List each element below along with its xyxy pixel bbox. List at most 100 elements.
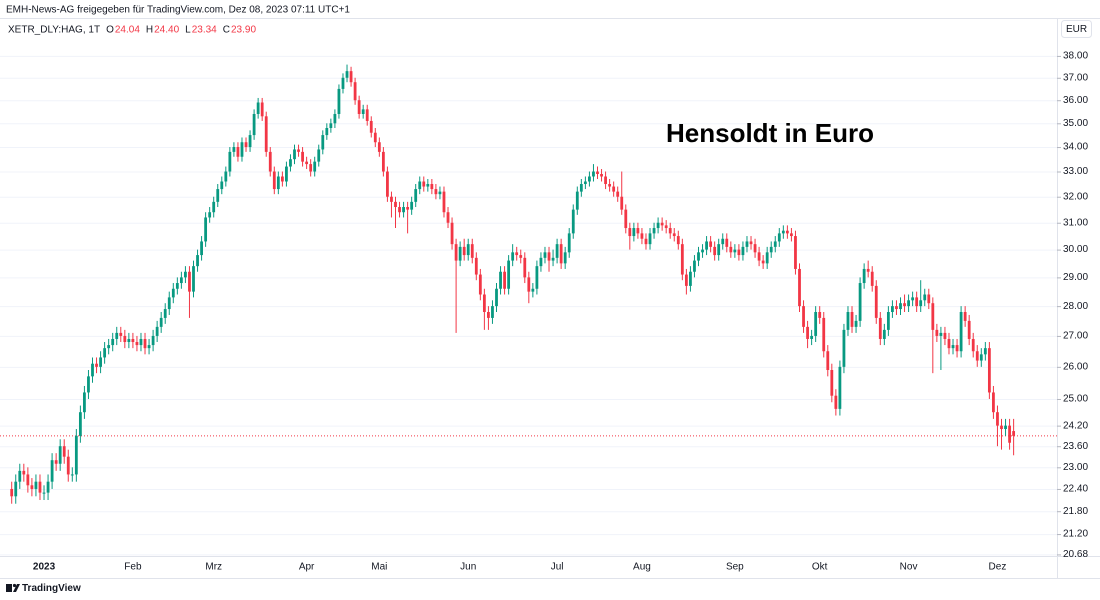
- candle-body: [224, 171, 228, 182]
- candle-body: [927, 294, 931, 304]
- candle-body: [523, 257, 527, 278]
- candle-body: [10, 488, 14, 497]
- candle-body: [184, 271, 187, 278]
- candle-body: [729, 246, 733, 253]
- candle-body: [644, 238, 648, 245]
- candle-body: [18, 470, 22, 482]
- logo-slash: [13, 584, 20, 592]
- candle-body: [951, 345, 955, 349]
- candle-body: [624, 209, 628, 229]
- candle-body: [777, 233, 781, 242]
- candle-body: [640, 233, 644, 239]
- currency-label[interactable]: EUR: [1066, 24, 1087, 35]
- candle-body: [899, 303, 902, 310]
- candle-body: [579, 184, 583, 192]
- y-tick-label: 33.00: [1063, 166, 1088, 177]
- ohlc-legend: XETR_DLY:HAG, 1T O 24.04 H 24.40 L 23.34 C 23.90: [8, 25, 256, 36]
- candle-body: [414, 189, 418, 202]
- candle-body: [895, 306, 898, 310]
- candle-body: [785, 230, 789, 234]
- candle-body: [260, 102, 264, 117]
- currency-button[interactable]: [1061, 20, 1092, 38]
- candle-body: [794, 236, 797, 269]
- candle-body: [923, 294, 927, 301]
- x-tick-label: Okt: [812, 562, 828, 573]
- candle-body: [341, 77, 345, 89]
- candle-body: [406, 207, 410, 210]
- x-tick-label: Jul: [551, 562, 564, 573]
- candle-body: [127, 338, 131, 343]
- candle-body: [846, 312, 850, 330]
- candle-body: [672, 233, 676, 237]
- legend-key: H: [146, 25, 153, 36]
- candle-body: [305, 161, 309, 165]
- y-tick-label: 28.00: [1063, 301, 1088, 312]
- x-tick-label: Dez: [989, 562, 1007, 573]
- candle-body: [563, 252, 567, 264]
- candle-body: [511, 252, 515, 261]
- candle-body: [66, 456, 70, 475]
- candle-body: [503, 271, 506, 289]
- candle-body: [551, 257, 555, 261]
- y-tick-label: 20.68: [1063, 549, 1088, 560]
- candle-body: [636, 228, 640, 234]
- candle-body: [527, 277, 531, 292]
- candles: [10, 64, 1016, 504]
- y-tick-label: 23.00: [1063, 462, 1088, 473]
- x-tick-label: Mrz: [205, 562, 222, 573]
- candle-body: [798, 268, 801, 307]
- candle-body: [462, 246, 466, 256]
- candle-body: [289, 159, 292, 167]
- y-tick-label: 22.40: [1063, 484, 1088, 495]
- candle-body: [689, 271, 692, 286]
- y-tick-label: 38.00: [1063, 51, 1088, 62]
- candle-body: [377, 142, 381, 152]
- logo-bar: [6, 584, 12, 592]
- candle-body: [54, 460, 58, 464]
- candle-body: [70, 474, 74, 476]
- x-tick-label: Jun: [460, 562, 476, 573]
- candle-body: [814, 312, 818, 336]
- candle-body: [119, 332, 123, 336]
- candle-body: [668, 228, 672, 234]
- candle-body: [430, 184, 434, 190]
- candle-body: [882, 329, 886, 339]
- candle-body: [656, 222, 660, 229]
- candle-body: [1012, 431, 1016, 436]
- candle-body: [826, 351, 830, 371]
- candle-body: [143, 338, 147, 349]
- y-tick-label: 24.20: [1063, 420, 1088, 431]
- candle-body: [911, 297, 915, 301]
- candle-body: [434, 189, 438, 195]
- candle-body: [979, 354, 983, 361]
- candle-body: [769, 246, 773, 253]
- candle-body: [83, 392, 86, 413]
- candle-body: [111, 338, 115, 346]
- candle-body: [325, 127, 329, 136]
- candle-body: [737, 249, 741, 256]
- candle-body: [30, 485, 34, 489]
- candle-body: [256, 102, 260, 114]
- candle-body: [567, 233, 571, 253]
- candle-body: [285, 166, 288, 182]
- candle-body: [386, 171, 389, 197]
- candle-body: [438, 191, 442, 195]
- candle-body: [757, 252, 761, 261]
- candle-body: [539, 257, 543, 267]
- candle-body: [620, 196, 624, 210]
- candle-body: [575, 191, 579, 210]
- y-tick-label: 37.00: [1063, 72, 1088, 83]
- x-tick-label: Mai: [371, 562, 387, 573]
- candle-body: [571, 209, 575, 234]
- candle-body: [693, 260, 696, 272]
- candle-body: [963, 312, 967, 321]
- candle-body: [870, 271, 874, 286]
- candle-body: [850, 312, 854, 327]
- candle-body: [426, 184, 430, 187]
- legend-value: 23.34: [192, 25, 217, 36]
- candle-body: [773, 241, 777, 247]
- candle-body: [175, 283, 179, 289]
